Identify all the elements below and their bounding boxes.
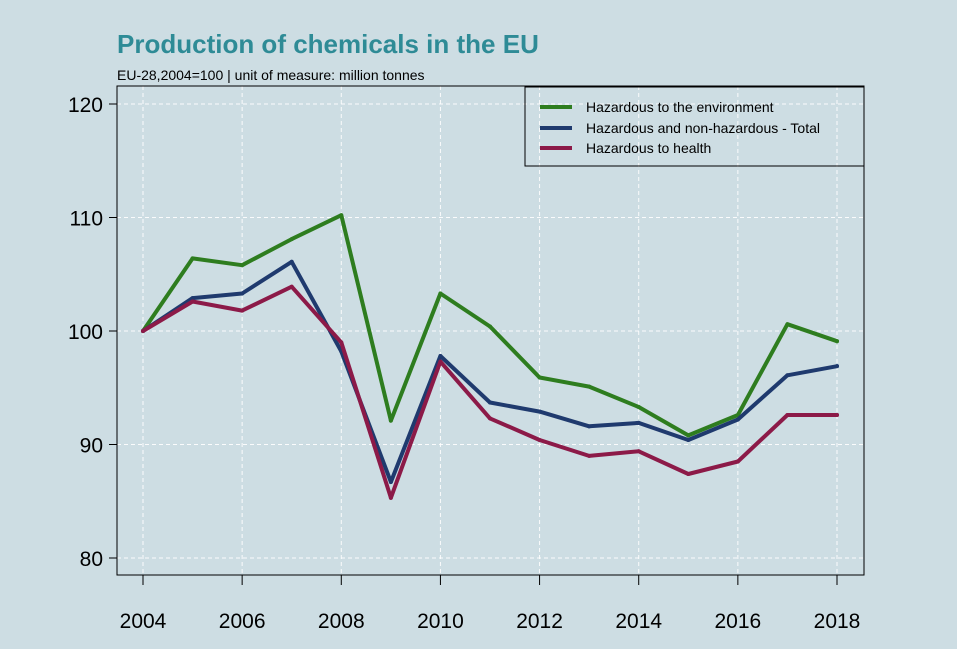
- data-point-health: [686, 472, 691, 477]
- data-point-environment: [636, 405, 641, 410]
- data-point-health: [388, 495, 393, 500]
- data-point-total: [190, 296, 195, 301]
- legend-box: [524, 86, 865, 167]
- series-group: [141, 213, 839, 500]
- y-tick-label: 80: [80, 548, 103, 571]
- x-tick-label: 2008: [318, 610, 365, 633]
- data-point-total: [785, 373, 790, 378]
- legend-label-environment: Hazardous to the environment: [586, 99, 774, 115]
- data-point-health: [488, 416, 492, 421]
- data-point-environment: [835, 339, 839, 344]
- x-tick-label: 2004: [120, 610, 167, 633]
- legend-label-health: Hazardous to health: [586, 140, 711, 156]
- data-point-health: [735, 459, 740, 464]
- x-tick-label: 2012: [516, 610, 563, 633]
- x-tick-label: 2006: [219, 610, 266, 633]
- y-tick-label: 110: [70, 208, 103, 231]
- data-point-health: [141, 329, 145, 333]
- data-point-total: [438, 353, 443, 358]
- chart-subtitle: EU-28,2004=100 | unit of measure: millio…: [117, 67, 425, 83]
- grid: [117, 86, 864, 575]
- data-point-health: [190, 299, 195, 304]
- data-point-environment: [438, 291, 443, 296]
- data-point-total: [835, 364, 839, 369]
- series-line-health: [141, 284, 839, 500]
- data-point-environment: [785, 322, 790, 327]
- data-point-environment: [388, 418, 393, 423]
- data-point-environment: [537, 375, 542, 380]
- data-point-environment: [289, 237, 294, 242]
- x-tick-label: 2010: [417, 610, 464, 633]
- data-point-environment: [488, 324, 492, 329]
- data-point-health: [339, 340, 344, 345]
- data-point-total: [240, 291, 245, 296]
- x-tick-label: 2016: [714, 610, 761, 633]
- data-point-total: [735, 417, 740, 422]
- data-point-total: [587, 424, 592, 429]
- data-point-health: [438, 359, 443, 364]
- legend-label-total: Hazardous and non-hazardous - Total: [586, 120, 820, 136]
- data-point-total: [488, 400, 492, 405]
- axes: 80 90 100 110 120 2004 2006 2008 2010 2012 2014 201…: [68, 94, 860, 633]
- data-point-health: [636, 449, 641, 454]
- data-point-environment: [686, 433, 691, 438]
- data-point-health: [537, 437, 542, 442]
- data-point-health: [587, 453, 592, 458]
- data-point-total: [289, 259, 294, 264]
- data-point-environment: [587, 384, 592, 389]
- data-point-environment: [339, 213, 344, 218]
- x-tick-label: 2018: [814, 610, 861, 633]
- data-point-health: [785, 412, 790, 417]
- data-point-health: [240, 308, 245, 313]
- data-point-total: [537, 409, 542, 414]
- y-tick-label: 90: [80, 435, 103, 458]
- data-point-total: [388, 479, 393, 484]
- data-point-health: [835, 412, 839, 417]
- data-point-environment: [240, 263, 245, 268]
- data-point-environment: [190, 256, 195, 261]
- y-tick-label: 120: [68, 94, 103, 117]
- data-point-total: [686, 437, 691, 442]
- y-tick-label: 100: [68, 321, 103, 344]
- data-point-health: [289, 284, 294, 289]
- data-point-total: [636, 420, 641, 425]
- x-tick-label: 2014: [615, 610, 662, 633]
- series-line-total: [141, 259, 839, 484]
- legend: Hazardous to the environment Hazardous a…: [524, 86, 865, 167]
- chart-title: Production of chemicals in the EU: [117, 29, 539, 59]
